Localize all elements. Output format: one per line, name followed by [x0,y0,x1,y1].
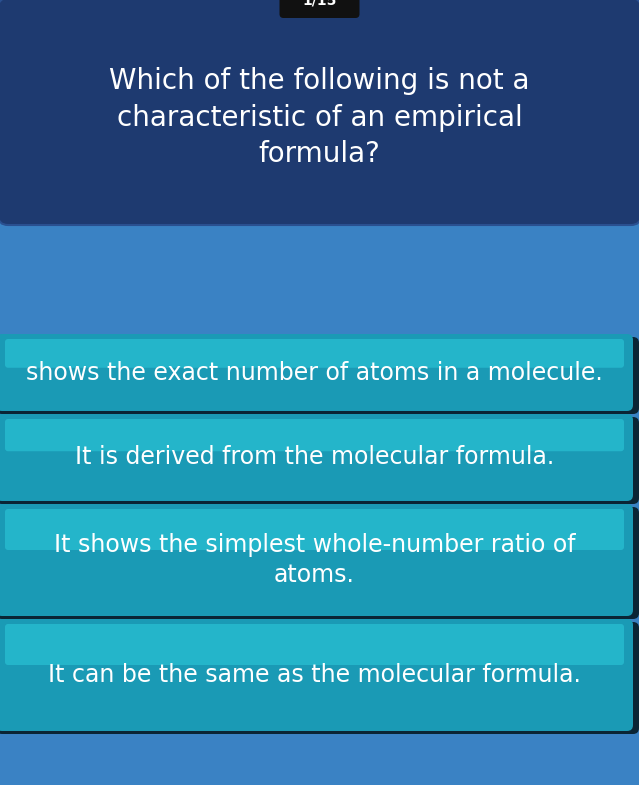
Text: It can be the same as the molecular formula.: It can be the same as the molecular form… [48,663,581,687]
Text: It is derived from the molecular formula.: It is derived from the molecular formula… [75,446,554,469]
Text: It shows the simplest whole-number ratio of
atoms.: It shows the simplest whole-number ratio… [54,533,575,587]
FancyBboxPatch shape [5,419,624,451]
FancyBboxPatch shape [0,622,639,734]
Text: 1/15: 1/15 [302,0,337,7]
FancyBboxPatch shape [0,417,639,504]
FancyBboxPatch shape [0,414,633,501]
FancyBboxPatch shape [0,619,633,731]
FancyBboxPatch shape [0,337,639,414]
FancyBboxPatch shape [5,624,624,665]
Text: Which of the following is not a
characteristic of an empirical
formula?: Which of the following is not a characte… [109,67,530,168]
FancyBboxPatch shape [0,504,633,616]
FancyBboxPatch shape [0,507,639,619]
FancyBboxPatch shape [0,0,639,225]
FancyBboxPatch shape [5,339,624,367]
Text: shows the exact number of atoms in a molecule.: shows the exact number of atoms in a mol… [26,360,603,385]
FancyBboxPatch shape [5,509,624,550]
FancyBboxPatch shape [0,334,633,411]
FancyBboxPatch shape [279,0,360,18]
